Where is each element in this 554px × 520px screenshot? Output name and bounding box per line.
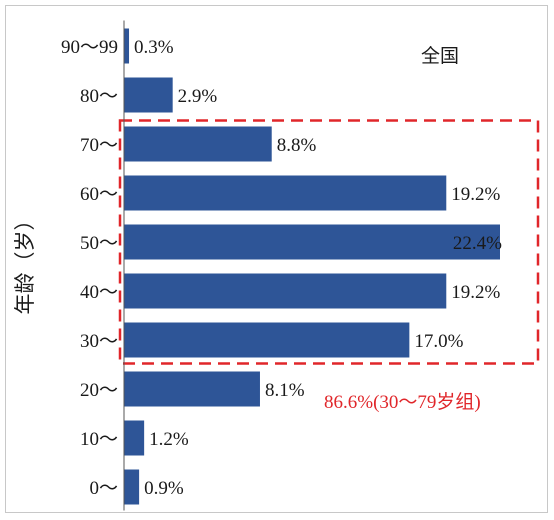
labels-layer: 0～ 0.9% 10～ 1.2% 20～ 8.1% 30～ 17.0% 40～ 19.2% 50～ 2…	[61, 37, 502, 499]
y-tick-label: 90～99	[61, 37, 118, 58]
data-label: 17.0%	[414, 331, 463, 352]
data-label: 2.9%	[178, 86, 218, 107]
data-label: 0.9%	[144, 478, 184, 499]
y-tick-label: 50～	[80, 233, 118, 254]
bar	[124, 469, 140, 505]
data-label: 0.3%	[134, 37, 174, 58]
region-label: 全国	[421, 45, 459, 67]
y-tick-label: 20～	[80, 380, 118, 401]
bar	[124, 322, 410, 358]
bar	[124, 371, 260, 407]
y-tick-label: 0～	[89, 478, 118, 499]
bar	[124, 420, 145, 456]
data-label: 8.1%	[265, 380, 305, 401]
bar	[124, 175, 447, 211]
y-tick-label: 60～	[80, 184, 118, 205]
bars-layer	[124, 28, 500, 505]
y-tick-label: 30～	[80, 331, 118, 352]
data-label: 8.8%	[277, 135, 317, 156]
bar	[124, 77, 173, 113]
bar	[124, 126, 272, 162]
bar	[124, 28, 130, 64]
highlight-layer	[118, 119, 540, 365]
highlight-annotation: 86.6%(30～79岁组)	[324, 391, 481, 413]
bar	[124, 224, 500, 260]
chart-frame	[5, 5, 548, 513]
data-label: 1.2%	[149, 429, 189, 450]
bar	[124, 273, 447, 309]
highlight-box	[118, 119, 540, 365]
data-label: 22.4%	[453, 233, 502, 254]
y-tick-label: 40～	[80, 282, 118, 303]
y-axis-title: 年龄（岁）	[13, 210, 37, 315]
data-label: 19.2%	[451, 282, 500, 303]
data-label: 19.2%	[451, 184, 500, 205]
y-tick-label: 10～	[80, 429, 118, 450]
y-tick-label: 70～	[80, 135, 118, 156]
y-tick-label: 80～	[80, 86, 118, 107]
